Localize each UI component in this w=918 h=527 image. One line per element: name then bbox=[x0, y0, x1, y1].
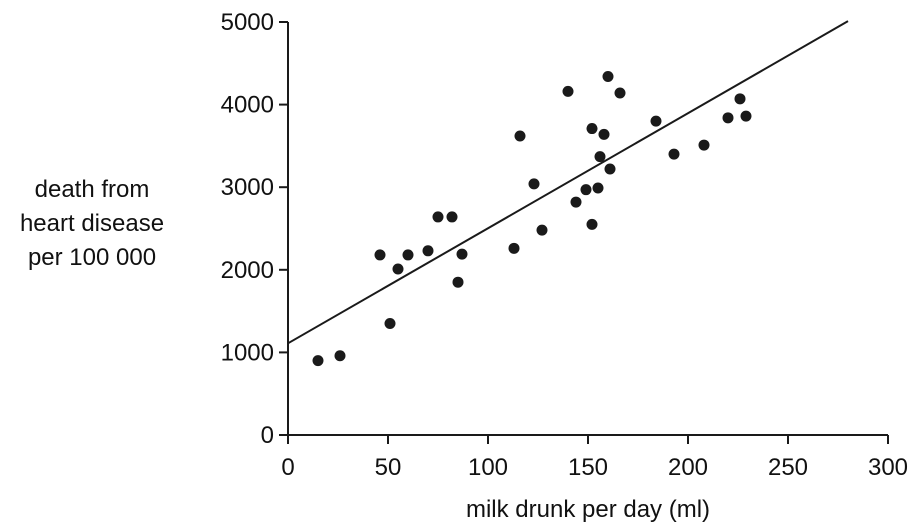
data-point bbox=[668, 148, 680, 160]
data-point bbox=[570, 196, 582, 208]
data-point bbox=[508, 242, 520, 254]
data-point bbox=[604, 163, 616, 175]
data-point bbox=[334, 350, 346, 362]
data-point bbox=[312, 355, 324, 367]
y-axis-title-line-3: per 100 000 bbox=[28, 244, 156, 271]
data-point bbox=[602, 71, 614, 83]
data-point bbox=[586, 123, 598, 135]
y-tick-label: 4000 bbox=[221, 92, 274, 119]
data-point bbox=[722, 112, 734, 124]
y-axis-title-line-1: death from bbox=[35, 176, 150, 203]
data-point bbox=[384, 317, 396, 329]
data-points bbox=[312, 71, 752, 367]
y-tick-label: 0 bbox=[261, 422, 274, 449]
data-point bbox=[446, 211, 458, 223]
y-axis-title-line-2: heart disease bbox=[20, 210, 164, 237]
data-point bbox=[528, 178, 540, 190]
x-tick-label: 0 bbox=[281, 454, 294, 481]
x-tick-label: 50 bbox=[375, 454, 402, 481]
data-point bbox=[650, 115, 662, 127]
data-point bbox=[432, 211, 444, 223]
y-tick-label: 5000 bbox=[221, 9, 274, 36]
x-tick-label: 100 bbox=[468, 454, 508, 481]
x-tick-label: 300 bbox=[868, 454, 908, 481]
data-point bbox=[698, 139, 710, 151]
data-point bbox=[734, 93, 746, 105]
data-point bbox=[562, 85, 574, 97]
data-point bbox=[536, 224, 548, 236]
x-tick-label: 200 bbox=[668, 454, 708, 481]
x-tick-label: 150 bbox=[568, 454, 608, 481]
data-point bbox=[586, 218, 598, 230]
y-tick-label: 1000 bbox=[221, 339, 274, 366]
data-point bbox=[402, 249, 414, 261]
data-point bbox=[740, 110, 752, 122]
data-point bbox=[594, 151, 606, 163]
x-axis-title: milk drunk per day (ml) bbox=[466, 496, 710, 523]
data-point bbox=[598, 128, 610, 140]
data-point bbox=[580, 184, 592, 196]
data-point bbox=[456, 248, 468, 260]
data-point bbox=[514, 130, 526, 142]
data-point bbox=[392, 263, 404, 275]
trend-line-group bbox=[287, 20, 849, 345]
data-point bbox=[422, 245, 434, 257]
trend-line bbox=[287, 20, 849, 345]
data-point bbox=[452, 276, 464, 288]
y-tick-label: 2000 bbox=[221, 257, 274, 284]
data-point bbox=[374, 249, 386, 261]
data-point bbox=[614, 87, 626, 99]
y-tick-label: 3000 bbox=[221, 174, 274, 201]
data-point bbox=[592, 182, 604, 194]
y-axis-title: death from heart disease per 100 000 bbox=[20, 176, 164, 271]
x-tick-label: 250 bbox=[768, 454, 808, 481]
